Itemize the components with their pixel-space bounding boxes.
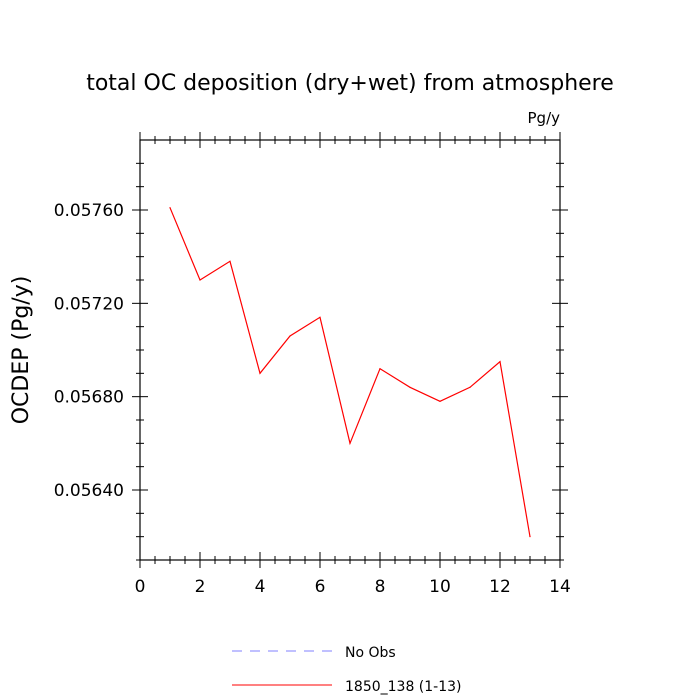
legend-label: 1850_138 (1-13) bbox=[345, 679, 462, 695]
x-tick-label: 12 bbox=[489, 577, 511, 597]
data-point bbox=[349, 442, 351, 444]
legend-label: No Obs bbox=[345, 645, 396, 661]
data-point bbox=[499, 361, 501, 363]
plot-frame bbox=[139, 139, 561, 561]
data-point bbox=[439, 400, 441, 402]
y-tick-label: 0.05680 bbox=[54, 388, 124, 408]
units-label: Pg/y bbox=[528, 109, 561, 127]
data-point bbox=[469, 386, 471, 388]
x-tick-label: 0 bbox=[135, 577, 146, 597]
x-tick-label: 2 bbox=[195, 577, 206, 597]
data-point bbox=[379, 368, 381, 370]
legend: No Obs 1850_138 (1-13) bbox=[232, 645, 462, 695]
data-point bbox=[529, 536, 531, 538]
x-tick-label: 6 bbox=[315, 577, 326, 597]
y-tick-label: 0.05640 bbox=[54, 481, 124, 501]
chart-title: total OC deposition (dry+wet) from atmos… bbox=[86, 71, 614, 96]
data-point bbox=[199, 279, 201, 281]
y-tick-label: 0.05720 bbox=[54, 294, 124, 314]
y-axis-label: OCDEP (Pg/y) bbox=[9, 276, 34, 425]
x-tick-label: 4 bbox=[255, 577, 266, 597]
x-tick-label: 8 bbox=[375, 577, 386, 597]
series-line bbox=[169, 207, 531, 537]
data-point bbox=[409, 386, 411, 388]
data-point bbox=[169, 207, 171, 209]
data-point bbox=[259, 372, 261, 374]
series-layer bbox=[169, 207, 531, 538]
y-tick-label: 0.05760 bbox=[54, 201, 124, 221]
data-point bbox=[229, 260, 231, 262]
x-tick-label: 10 bbox=[429, 577, 451, 597]
x-tick-label: 14 bbox=[549, 577, 571, 597]
data-point bbox=[289, 335, 291, 337]
data-point bbox=[319, 316, 321, 318]
ticks-layer: 0 2 4 6 8 10 12 14 0.05640 0.05680 0.05720 0.05760 bbox=[54, 132, 571, 597]
